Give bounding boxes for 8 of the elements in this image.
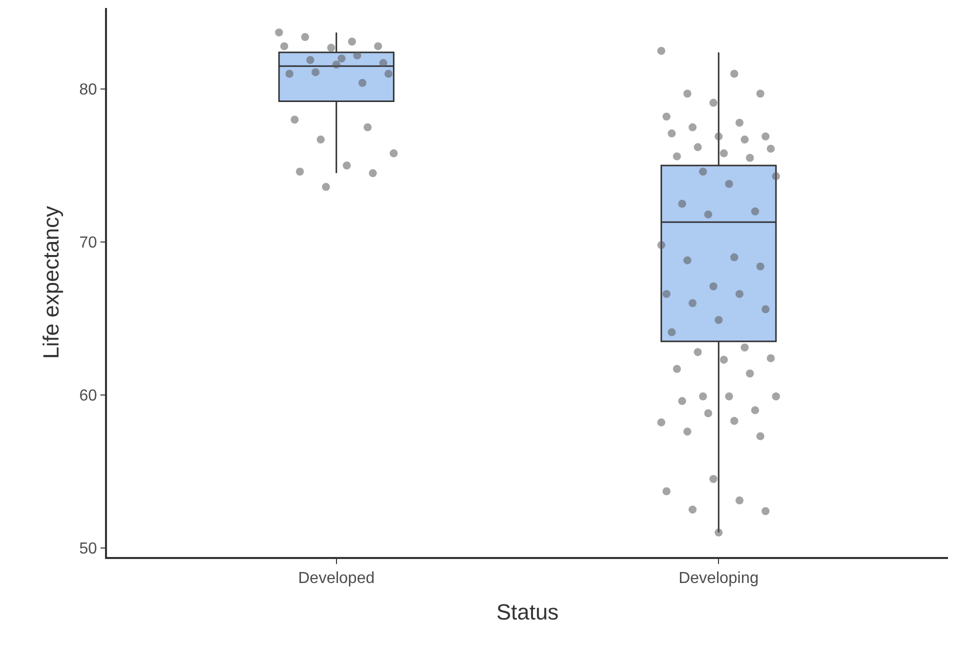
x-tick-label: Developing xyxy=(678,570,759,587)
y-tick-label: 60 xyxy=(79,388,98,404)
y-tick-label: 50 xyxy=(79,540,98,558)
y-tick-label: 80 xyxy=(79,82,98,99)
y-tick-label: 70 xyxy=(79,234,98,252)
x-axis-title: Status xyxy=(496,599,559,624)
y-axis-title: Life expectancy xyxy=(38,206,64,359)
x-tick-label: Developed xyxy=(298,570,375,587)
